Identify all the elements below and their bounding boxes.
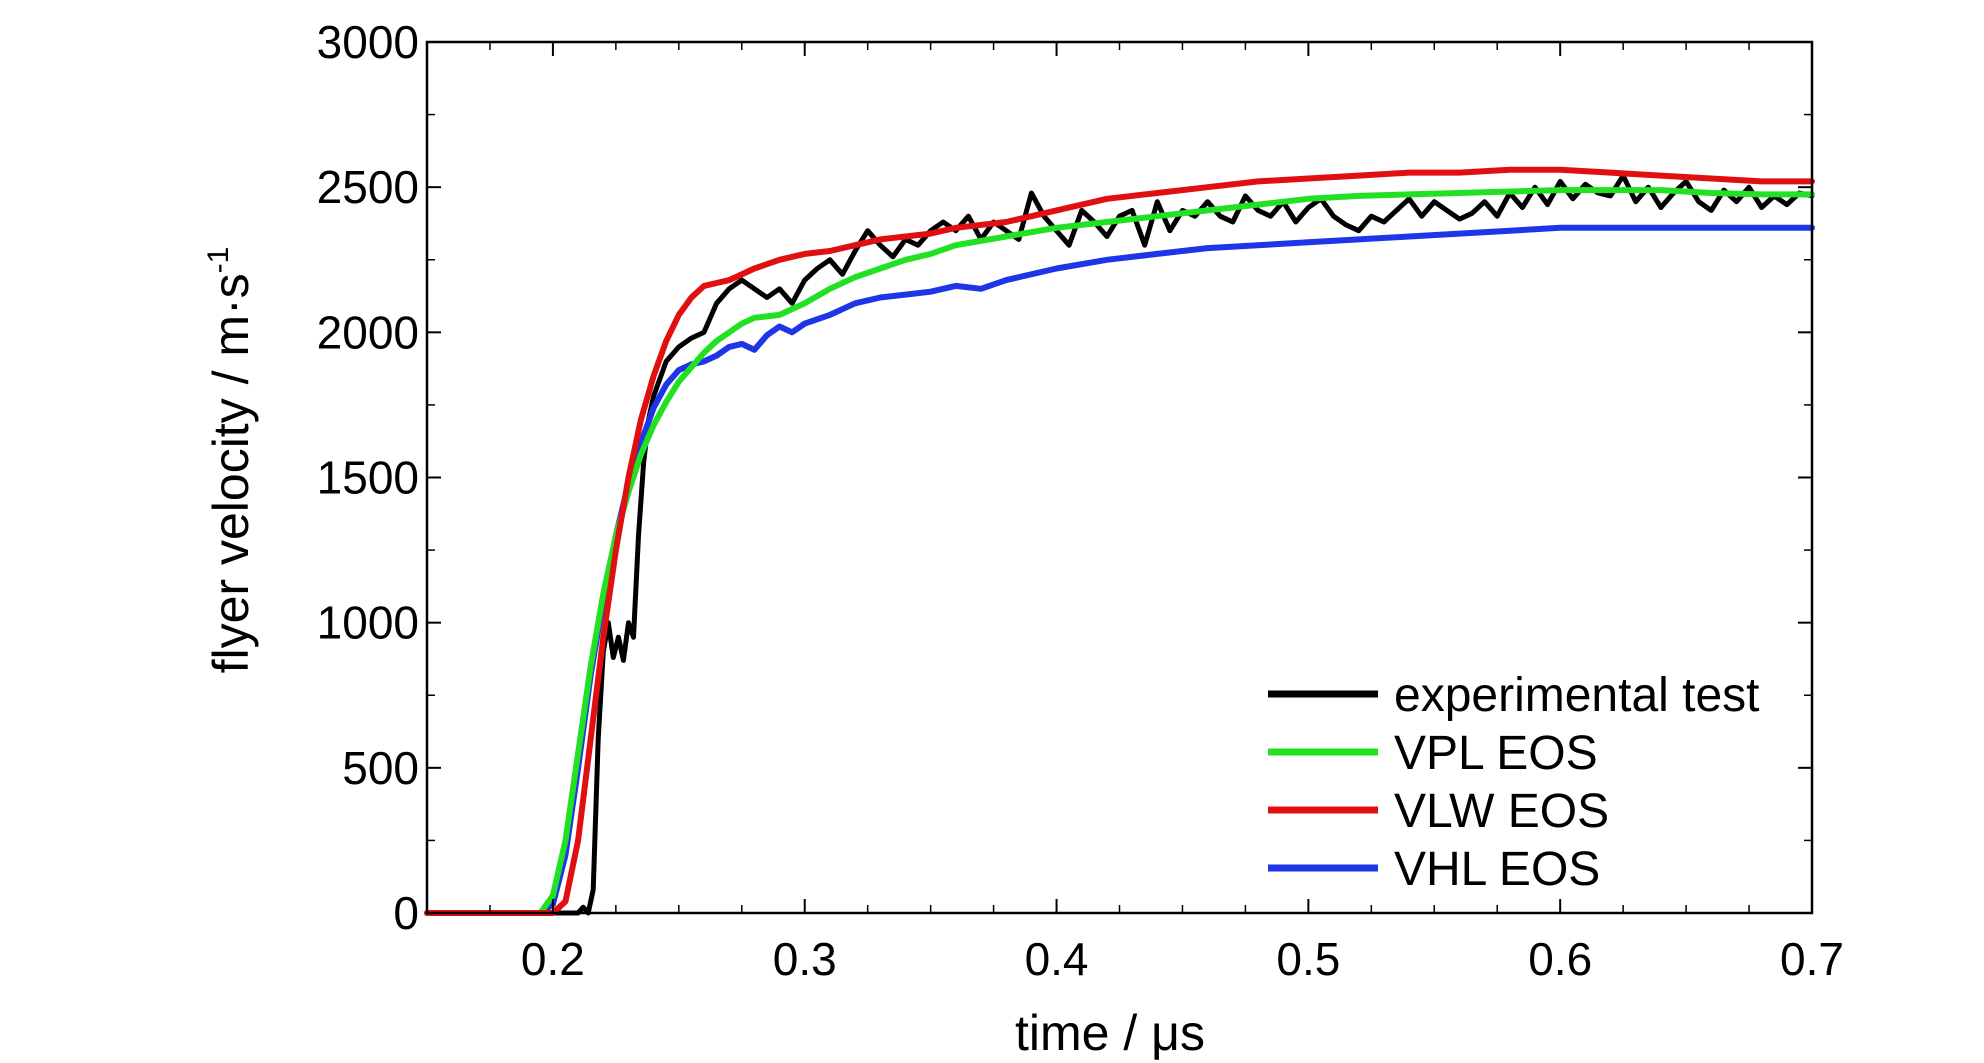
x-tick-label: 0.6 — [1528, 933, 1592, 985]
y-axis: 0 500 1000 1500 2000 2500 3000 — [317, 16, 1812, 939]
x-tick-label: 0.5 — [1276, 933, 1340, 985]
y-axis-title-superscript: -1 — [202, 247, 235, 274]
x-tick-label: 0.4 — [1025, 933, 1089, 985]
x-tick-label: 0.7 — [1780, 933, 1844, 985]
series-line-experimental-test — [424, 173, 1815, 916]
legend-label: experimental test — [1394, 669, 1760, 722]
legend-label: VPL EOS — [1394, 727, 1598, 780]
y-tick-label: 2500 — [317, 161, 419, 213]
y-axis-title: flyer velocity / m·s — [203, 273, 259, 673]
y-tick-label: 2000 — [317, 306, 419, 358]
plot-area — [424, 166, 1815, 916]
y-axis-title-group: flyer velocity / m·s-1 — [202, 247, 259, 674]
x-tick-label: 0.3 — [773, 933, 837, 985]
y-tick-label: 1500 — [317, 452, 419, 504]
x-axis-title: time / μs — [1015, 1005, 1205, 1061]
series-line-vlw-eos — [424, 166, 1815, 916]
svg-text:flyer velocity / m·s-1: flyer velocity / m·s-1 — [202, 247, 259, 674]
y-tick-label: 3000 — [317, 16, 419, 68]
legend-label: VHL EOS — [1394, 843, 1600, 896]
x-tick-label: 0.2 — [521, 933, 585, 985]
y-tick-label: 1000 — [317, 597, 419, 649]
x-axis: 0.2 0.3 0.4 0.5 0.6 0.7 — [489, 42, 1844, 985]
y-tick-label: 0 — [393, 887, 419, 939]
legend-label: VLW EOS — [1394, 785, 1609, 838]
y-tick-label: 500 — [342, 742, 419, 794]
